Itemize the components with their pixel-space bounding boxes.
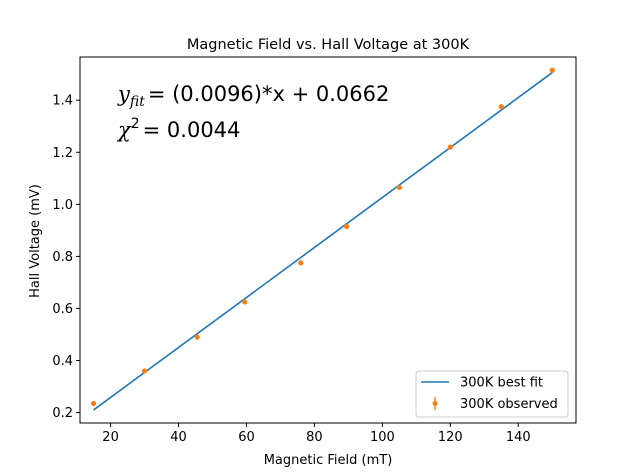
y-tick-label: 0.4: [52, 354, 73, 369]
svg-text:χ2= 0.0044: χ2 = 0.0044: [116, 116, 240, 142]
x-tick-label: 40: [170, 430, 187, 445]
observed-point: [344, 223, 350, 230]
observed-point: [498, 104, 504, 110]
y-tick-label: 0.6: [52, 302, 73, 317]
x-tick-label: 80: [306, 430, 323, 445]
chart-title: Magnetic Field vs. Hall Voltage at 300K: [187, 37, 470, 53]
chi-superscript: 2: [131, 116, 140, 132]
observed-point: [242, 299, 248, 305]
x-tick-label: 60: [238, 430, 255, 445]
x-tick-label: 20: [102, 430, 119, 445]
fit-line-layer: [93, 71, 553, 411]
legend: 300K best fit 300K observed: [415, 370, 569, 418]
best-fit-line: [93, 71, 553, 411]
fit-equation-rhs: = (0.0096)*x + 0.0662: [148, 82, 390, 106]
y-tick-label: 0.8: [52, 250, 73, 265]
legend-label-observed: 300K observed: [460, 397, 558, 412]
x-tick-label: 140: [506, 430, 531, 445]
plot-frame: [79, 56, 577, 424]
observed-point: [396, 184, 402, 191]
observed-point: [90, 400, 97, 407]
y-axis-label: Hall Voltage (mV): [28, 184, 43, 298]
observed-point: [141, 368, 148, 374]
legend-frame: [415, 370, 569, 418]
svg-text:yfit= (0.0096)*x + 0.0662: yfit = (0.0096)*x + 0.0662: [117, 82, 389, 110]
y-tick-label: 1.0: [52, 198, 73, 213]
y-tick-label: 0.2: [52, 406, 73, 421]
fit-equation-subscript: fit: [129, 94, 145, 110]
observed-point: [298, 260, 304, 266]
observed-points-layer: [90, 67, 555, 407]
fit-equation-annotation: yfit = (0.0096)*x + 0.0662: [117, 82, 389, 110]
observed-point: [194, 334, 200, 340]
legend-marker-observed: [432, 401, 438, 406]
x-axis: 20 40 60 80 100 120 140: [102, 423, 531, 445]
x-tick-label: 120: [438, 430, 463, 445]
observed-point: [447, 144, 453, 150]
observed-point: [549, 67, 555, 73]
x-tick-label: 100: [370, 430, 395, 445]
fit-equation-y: y: [117, 82, 131, 106]
y-axis: 0.2 0.4 0.6 0.8 1.0 1.2 1.4: [52, 94, 80, 421]
legend-label-best-fit: 300K best fit: [460, 376, 543, 391]
y-tick-label: 1.4: [52, 94, 73, 109]
chi-symbol: χ: [116, 118, 132, 142]
x-axis-label: Magnetic Field (mT): [264, 453, 393, 468]
chi-squared-annotation: χ2 = 0.0044: [116, 116, 240, 142]
y-tick-label: 1.2: [52, 146, 73, 161]
chi-squared-rhs: = 0.0044: [143, 118, 241, 142]
